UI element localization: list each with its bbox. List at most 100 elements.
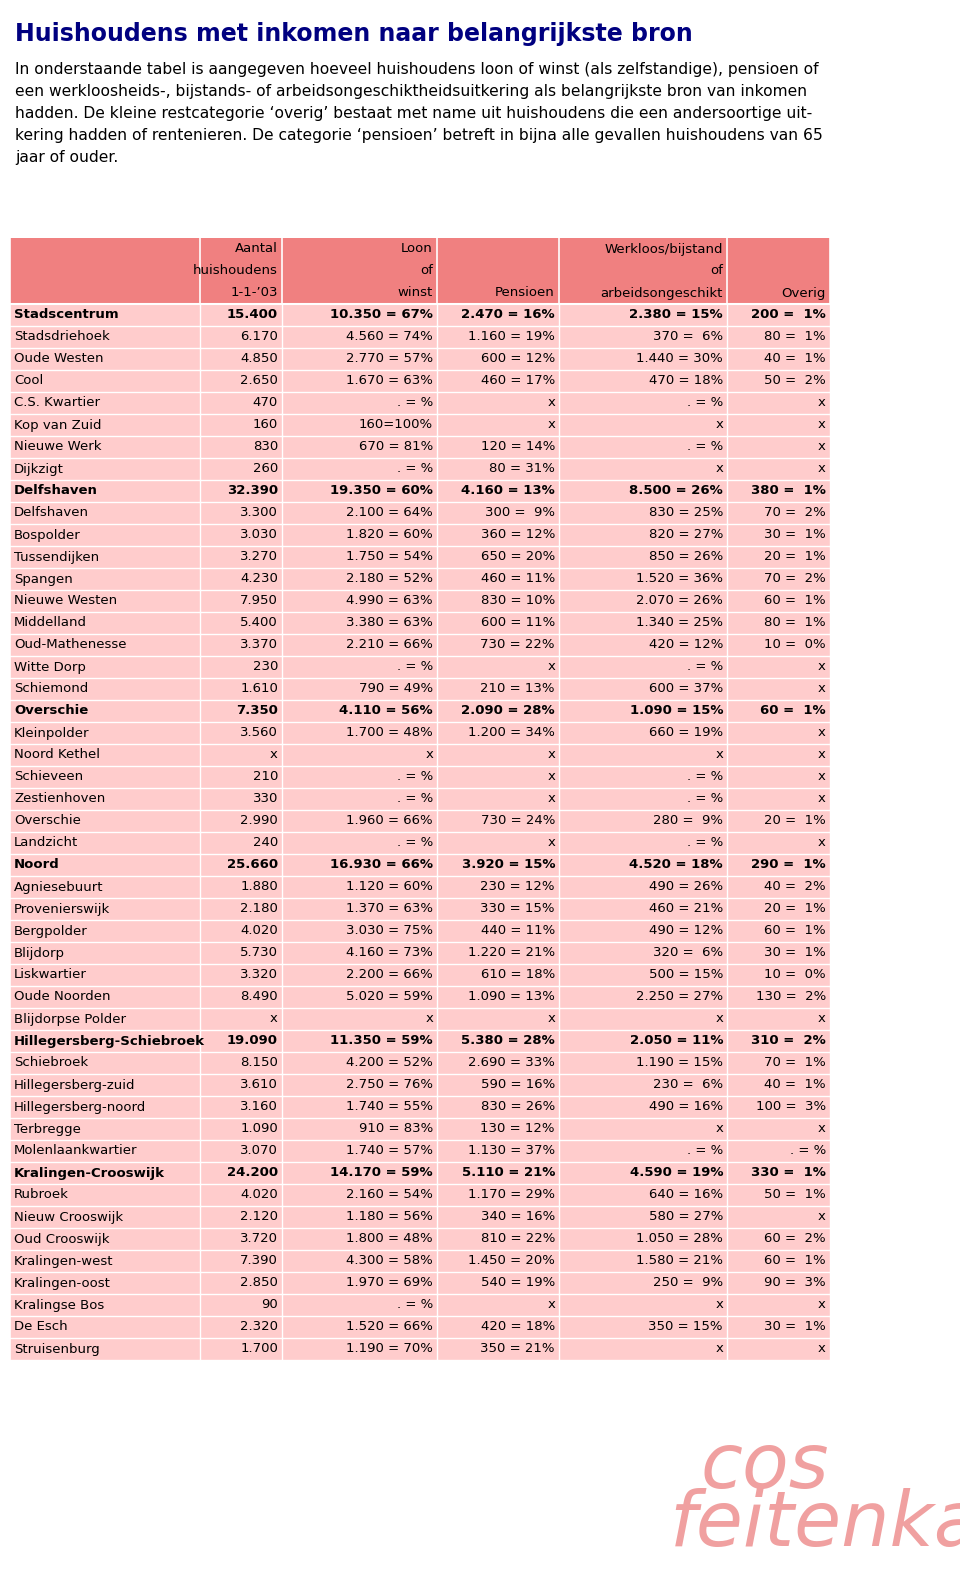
Bar [10, 568, 830, 590]
Text: x: x [715, 1342, 723, 1356]
Text: Oude Noorden: Oude Noorden [14, 991, 110, 1004]
Text: 70 =  2%: 70 = 2% [764, 573, 826, 585]
Text: 3.380 = 63%: 3.380 = 63% [347, 617, 433, 629]
Text: 1.370 = 63%: 1.370 = 63% [346, 903, 433, 915]
Bar [10, 1339, 830, 1361]
Text: Kralingen-west: Kralingen-west [14, 1255, 113, 1268]
Text: 320 =  6%: 320 = 6% [653, 947, 723, 960]
Text: Oud-Mathenesse: Oud-Mathenesse [14, 639, 127, 651]
Text: Delfshaven: Delfshaven [14, 507, 89, 519]
Text: 120 = 14%: 120 = 14% [481, 440, 555, 453]
Text: 24.200: 24.200 [227, 1167, 278, 1180]
Bar [10, 238, 830, 304]
Text: 2.750 = 76%: 2.750 = 76% [346, 1079, 433, 1092]
Bar [10, 524, 830, 546]
Bar [10, 414, 830, 436]
Text: 60 =  1%: 60 = 1% [764, 595, 826, 607]
Bar [10, 810, 830, 832]
Text: x: x [818, 727, 826, 739]
Text: 7.350: 7.350 [236, 705, 278, 717]
Text: 100 =  3%: 100 = 3% [756, 1101, 826, 1114]
Text: Oude Westen: Oude Westen [14, 352, 104, 365]
Text: 660 = 19%: 660 = 19% [649, 727, 723, 739]
Text: 2.180: 2.180 [240, 903, 278, 915]
Text: Hillegersberg-noord: Hillegersberg-noord [14, 1101, 146, 1114]
Text: Overschie: Overschie [14, 815, 81, 827]
Text: 1.820 = 60%: 1.820 = 60% [347, 529, 433, 541]
Bar [10, 1273, 830, 1295]
Text: . = %: . = % [396, 462, 433, 475]
Text: Struisenburg: Struisenburg [14, 1342, 100, 1356]
Text: x: x [547, 793, 555, 805]
Text: 60 =  1%: 60 = 1% [764, 1255, 826, 1268]
Bar [10, 678, 830, 700]
Text: 4.160 = 13%: 4.160 = 13% [461, 484, 555, 497]
Text: 1.740 = 55%: 1.740 = 55% [346, 1101, 433, 1114]
Text: . = %: . = % [686, 793, 723, 805]
Text: Overschie: Overschie [14, 705, 88, 717]
Bar [10, 1140, 830, 1162]
Text: 490 = 12%: 490 = 12% [649, 925, 723, 938]
Text: x: x [547, 837, 555, 849]
Text: 730 = 24%: 730 = 24% [481, 815, 555, 827]
Text: 1-1-’03: 1-1-’03 [230, 286, 278, 299]
Text: 2.470 = 16%: 2.470 = 16% [462, 308, 555, 321]
Bar [10, 722, 830, 744]
Text: Blijdorp: Blijdorp [14, 947, 65, 960]
Bar [10, 1096, 830, 1118]
Text: Bospolder: Bospolder [14, 529, 81, 541]
Text: 2.650: 2.650 [240, 374, 278, 387]
Text: 1.200 = 34%: 1.200 = 34% [468, 727, 555, 739]
Text: 16.930 = 66%: 16.930 = 66% [330, 859, 433, 871]
Text: 460 = 11%: 460 = 11% [481, 573, 555, 585]
Text: 1.090 = 15%: 1.090 = 15% [630, 705, 723, 717]
Text: 540 = 19%: 540 = 19% [481, 1277, 555, 1290]
Text: 5.020 = 59%: 5.020 = 59% [347, 991, 433, 1004]
Text: 470 = 18%: 470 = 18% [649, 374, 723, 387]
Text: 260: 260 [252, 462, 278, 475]
Text: 20 =  1%: 20 = 1% [764, 903, 826, 915]
Text: 440 = 11%: 440 = 11% [481, 925, 555, 938]
Text: 11.350 = 59%: 11.350 = 59% [330, 1035, 433, 1048]
Text: Kralingen-Crooswijk: Kralingen-Crooswijk [14, 1167, 165, 1180]
Text: . = %: . = % [396, 661, 433, 673]
Text: 2.200 = 66%: 2.200 = 66% [347, 969, 433, 982]
Bar [10, 392, 830, 414]
Text: . = %: . = % [686, 661, 723, 673]
Text: 1.670 = 63%: 1.670 = 63% [347, 374, 433, 387]
Text: kering hadden of rentenieren. De categorie ‘pensioen’ betreft in bijna alle geva: kering hadden of rentenieren. De categor… [15, 127, 823, 143]
Text: In onderstaande tabel is aangegeven hoeveel huishoudens loon of winst (als zelfs: In onderstaande tabel is aangegeven hoev… [15, 61, 819, 77]
Text: x: x [818, 1013, 826, 1026]
Text: x: x [547, 771, 555, 783]
Bar [10, 480, 830, 502]
Text: x: x [270, 749, 278, 761]
Text: 2.210 = 66%: 2.210 = 66% [347, 639, 433, 651]
Text: 4.590 = 19%: 4.590 = 19% [630, 1167, 723, 1180]
Bar [10, 766, 830, 788]
Text: 2.050 = 11%: 2.050 = 11% [630, 1035, 723, 1048]
Text: 330 = 15%: 330 = 15% [481, 903, 555, 915]
Text: 830 = 25%: 830 = 25% [649, 507, 723, 519]
Text: x: x [818, 771, 826, 783]
Text: Agniesebuurt: Agniesebuurt [14, 881, 104, 893]
Text: Blijdorpse Polder: Blijdorpse Polder [14, 1013, 126, 1026]
Text: x: x [715, 749, 723, 761]
Text: 3.030 = 75%: 3.030 = 75% [346, 925, 433, 938]
Text: 300 =  9%: 300 = 9% [485, 507, 555, 519]
Text: . = %: . = % [790, 1145, 826, 1158]
Text: 3.920 = 15%: 3.920 = 15% [462, 859, 555, 871]
Bar [10, 1229, 830, 1251]
Text: 1.160 = 19%: 1.160 = 19% [468, 330, 555, 343]
Text: 30 =  1%: 30 = 1% [764, 1320, 826, 1334]
Text: 130 = 12%: 130 = 12% [481, 1123, 555, 1136]
Text: 2.100 = 64%: 2.100 = 64% [347, 507, 433, 519]
Text: 2.070 = 26%: 2.070 = 26% [636, 595, 723, 607]
Text: x: x [818, 749, 826, 761]
Text: 1.520 = 66%: 1.520 = 66% [347, 1320, 433, 1334]
Text: jaar of ouder.: jaar of ouder. [15, 149, 118, 165]
Bar [10, 590, 830, 612]
Text: Bergpolder: Bergpolder [14, 925, 87, 938]
Text: Delfshaven: Delfshaven [14, 484, 98, 497]
Text: Hillegersberg-Schiebroek: Hillegersberg-Schiebroek [14, 1035, 205, 1048]
Text: 240: 240 [252, 837, 278, 849]
